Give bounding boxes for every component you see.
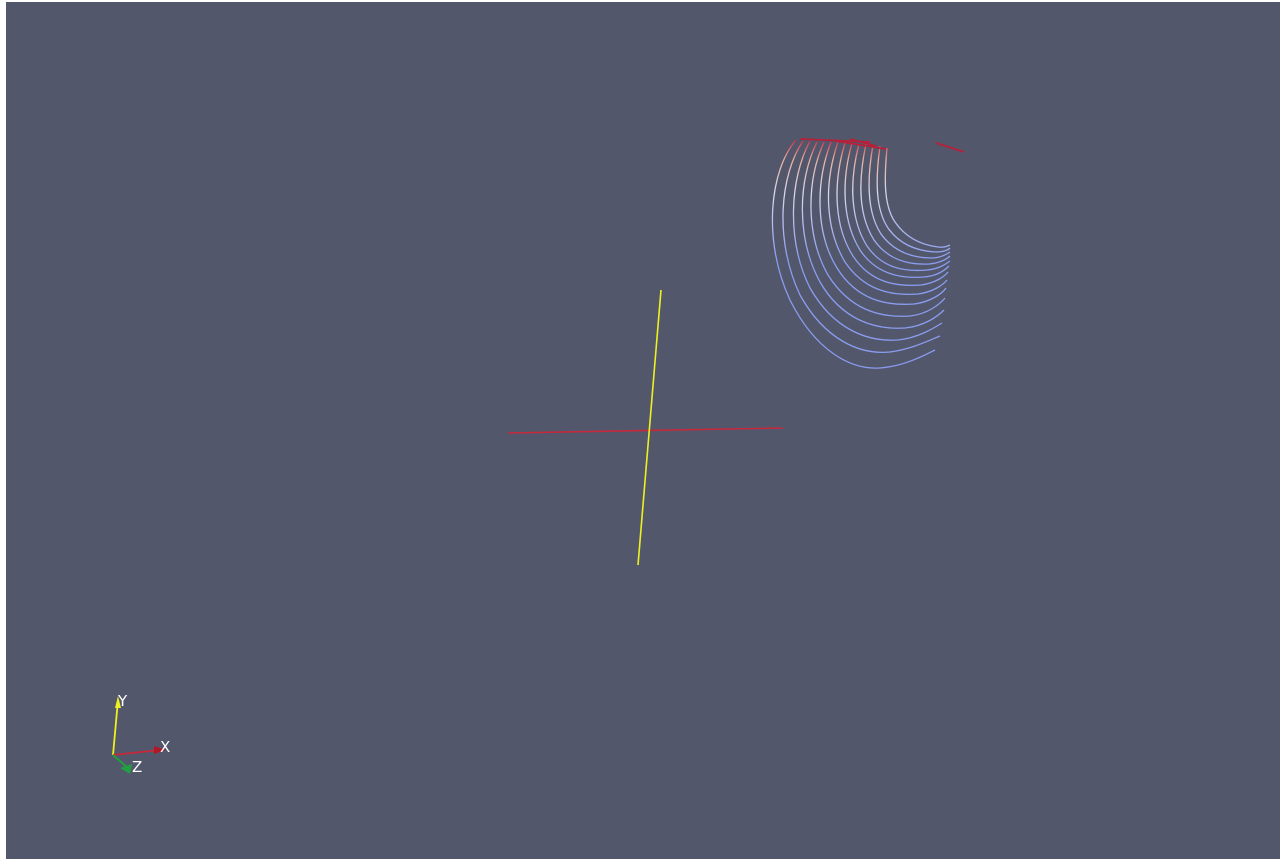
cross-horizontal-line bbox=[507, 427, 784, 434]
y-axis-cone bbox=[115, 696, 121, 708]
streamline bbox=[860, 143, 951, 265]
streamline-seed bbox=[849, 138, 877, 147]
streamline bbox=[836, 142, 949, 287]
streamlines bbox=[771, 138, 965, 369]
streamline bbox=[792, 140, 943, 341]
x-axis-line bbox=[112, 749, 161, 756]
streamline bbox=[801, 141, 945, 329]
streamline bbox=[771, 139, 936, 369]
y-axis-label: Y bbox=[117, 692, 128, 710]
cross-vertical-line bbox=[637, 289, 662, 566]
z-axis-line bbox=[112, 754, 129, 769]
streamline bbox=[852, 143, 951, 272]
render-view[interactable]: Y X Z bbox=[6, 2, 1280, 859]
streamline bbox=[868, 144, 951, 259]
x-axis-cone bbox=[154, 746, 166, 754]
streamline bbox=[827, 141, 948, 295]
streamline bbox=[876, 145, 951, 253]
streamline-seed bbox=[829, 139, 887, 150]
orientation-axes: Y X Z bbox=[112, 692, 170, 776]
streamline bbox=[782, 140, 941, 354]
streamline bbox=[819, 141, 947, 305]
y-axis-line bbox=[112, 699, 119, 756]
streamline bbox=[844, 142, 950, 279]
x-axis-label: X bbox=[160, 738, 170, 756]
render-scene[interactable]: Y X Z bbox=[6, 2, 1280, 859]
z-axis-label: Z bbox=[132, 758, 142, 776]
streamline bbox=[810, 141, 946, 317]
streamline bbox=[884, 147, 951, 248]
streamline-seed-isolated bbox=[935, 142, 965, 153]
z-axis-cone bbox=[120, 764, 132, 774]
